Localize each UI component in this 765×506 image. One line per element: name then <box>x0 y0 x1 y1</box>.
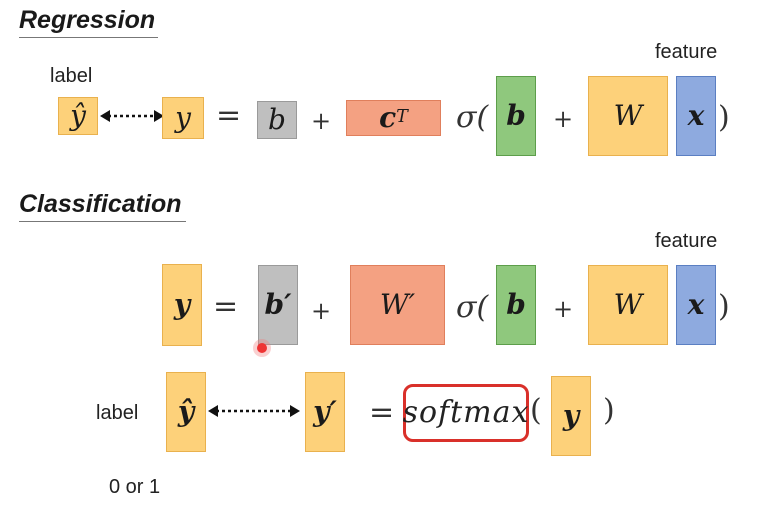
classification-plus-2: + <box>553 295 574 323</box>
classification-W-box: W <box>588 265 668 345</box>
regression-sigma-open: σ( <box>456 100 489 135</box>
classification-x-box: x <box>676 265 716 345</box>
regression-c: c <box>379 101 397 134</box>
classification-heading: Classification <box>19 190 182 218</box>
regression-plus-1: + <box>311 107 332 135</box>
classification-b-prime-box: b′ <box>258 265 298 345</box>
classification-feature-text: feature <box>655 230 718 252</box>
regression-double-arrow <box>100 110 164 122</box>
classification-label-text: label <box>96 402 139 424</box>
label-values-text: 0 or 1 <box>109 476 161 498</box>
classification-y-prime-box: y′ <box>305 372 345 452</box>
regression-b-inner-box: b <box>496 76 536 156</box>
regression-close-paren: ) <box>718 100 730 135</box>
classification-W-prime-box: W′ <box>350 265 445 345</box>
regression-W-box: W <box>588 76 668 156</box>
regression-b-box: b <box>257 101 297 139</box>
softmax-close-paren: ) <box>603 393 615 428</box>
classification-close-paren: ) <box>718 289 730 324</box>
classification-y-box: y <box>162 264 202 346</box>
regression-feature-text: feature <box>655 41 718 63</box>
regression-heading: Regression <box>19 6 156 34</box>
classification-y-hat-box: ŷ <box>166 372 206 452</box>
classification-equals: = <box>213 289 239 324</box>
regression-y-hat-box: ŷ <box>58 97 98 135</box>
regression-c-sup: T <box>396 107 408 128</box>
cursor-dot <box>257 343 267 353</box>
regression-y-box: y <box>162 97 204 139</box>
regression-x-box: x <box>676 76 716 156</box>
regression-heading-underline <box>19 37 158 38</box>
softmax-open-paren: ( <box>530 393 542 428</box>
classification-heading-underline <box>19 221 186 222</box>
regression-equals: = <box>216 98 242 133</box>
classification-sigma-open: σ( <box>456 290 489 325</box>
classification-b-inner-box: b <box>496 265 536 345</box>
classification-plus-1: + <box>311 297 332 325</box>
classification-double-arrow <box>208 405 300 417</box>
regression-plus-2: + <box>553 105 574 133</box>
regression-label-text: label <box>50 65 93 87</box>
softmax-y-arg-box: y <box>551 376 591 456</box>
classification-equals-2: = <box>369 395 395 430</box>
softmax-box: softmax <box>403 384 529 442</box>
